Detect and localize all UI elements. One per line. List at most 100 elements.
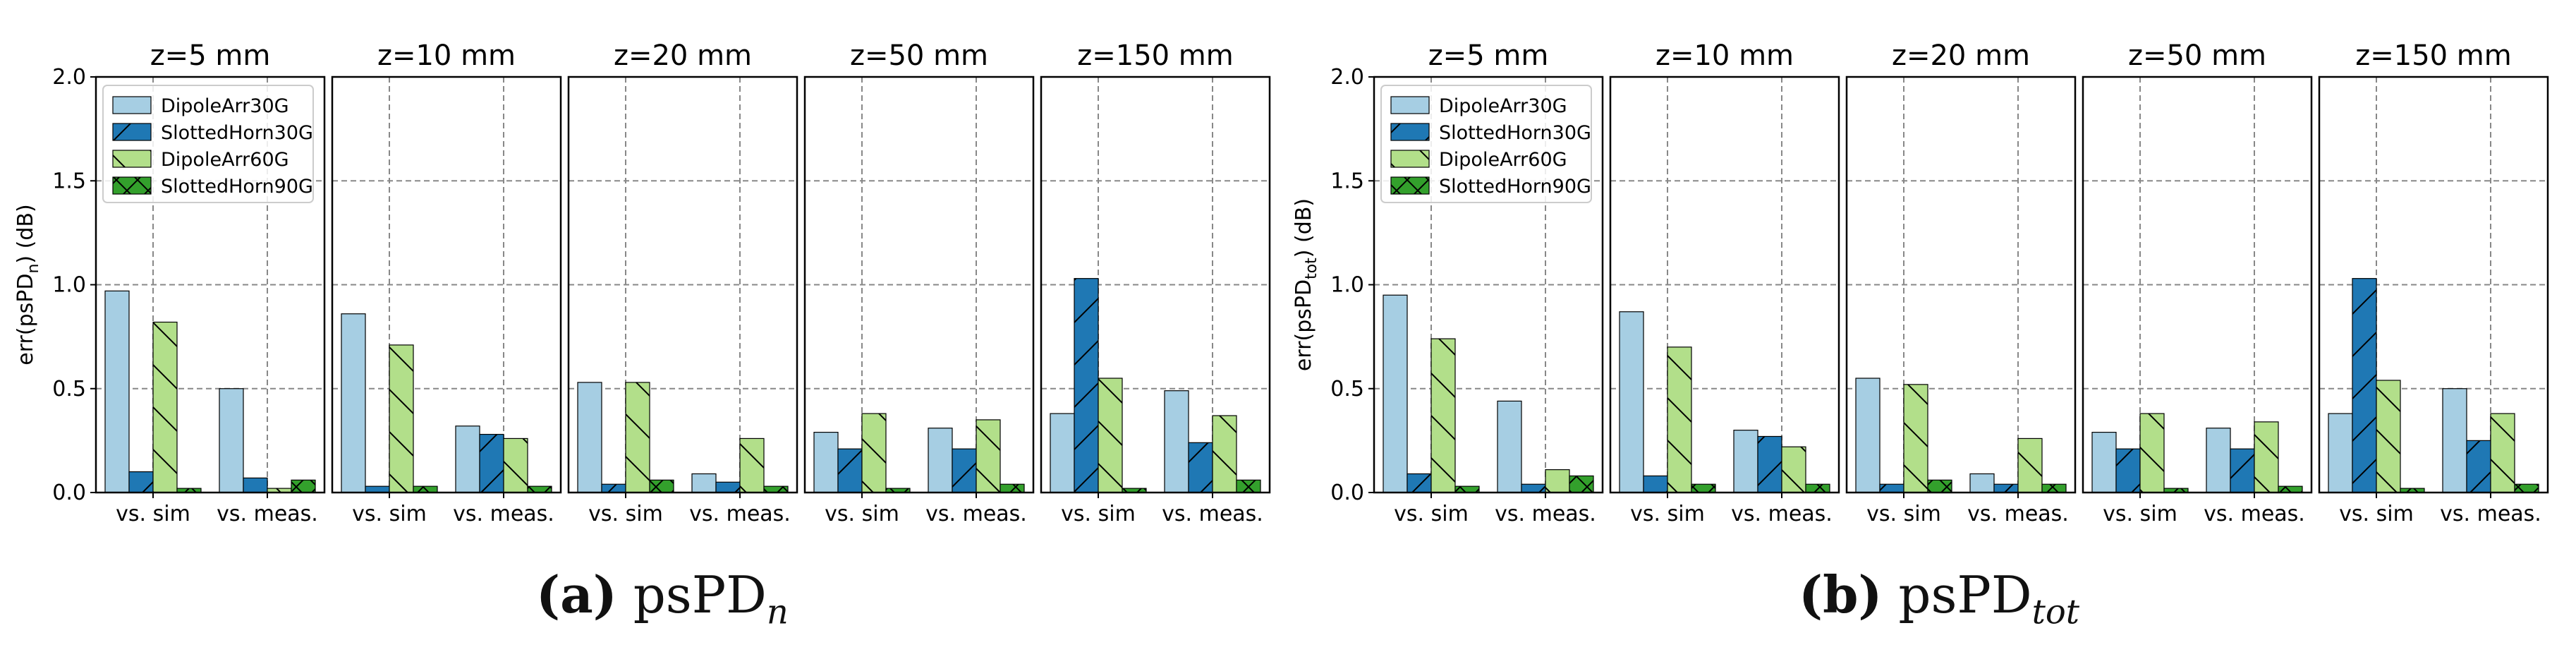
x-tick-label: vs. sim (2103, 502, 2177, 526)
bar-hatch-SlottedHorn90G (291, 480, 315, 493)
panel-4: z=50 mm vs. sim vs. meas. (803, 40, 1035, 526)
legend-label-DipoleArr30G: DipoleArr30G (1439, 95, 1567, 117)
y-tick-label: 0.5 (1330, 377, 1364, 402)
bar-hatch-DipoleArr60G (2254, 421, 2278, 493)
bar-DipoleArr30G-meas (1969, 473, 1995, 493)
caption-a: (a) psPDn (536, 565, 789, 632)
bar-hatch-DipoleArr60G (1545, 469, 1569, 493)
bar-hatch-DipoleArr60G (1098, 378, 1122, 493)
bar-hatch-SlottedHorn90G (177, 488, 201, 493)
bar-hatch-SlottedHorn90G (1806, 484, 1830, 493)
legend-label-DipoleArr30G: DipoleArr30G (161, 95, 289, 117)
panel-3: z=20 mm vs. sim vs. meas. (567, 40, 798, 526)
bar-hatch-SlottedHorn30G (1407, 473, 1431, 493)
bar-DipoleArr30G-meas (2442, 388, 2467, 493)
caption-a-letter: (a) (536, 565, 617, 624)
bar-DipoleArr30G-sim (2328, 413, 2353, 493)
bar-hatch-SlottedHorn90G (1569, 476, 1593, 493)
x-tick-label: vs. meas. (1731, 502, 1833, 526)
x-tick-label: vs. sim (116, 502, 190, 526)
panel-frame (567, 76, 798, 494)
caption-a-text: psPD (633, 565, 767, 624)
x-tick-label: vs. meas. (689, 502, 791, 526)
y-axis-label: err(psPDn) (dB) (13, 204, 42, 365)
bar-DipoleArr30G-sim (577, 382, 602, 493)
caption-b-sub: tot (2031, 592, 2080, 632)
panel-title: z=10 mm (377, 40, 516, 72)
panel-title: z=10 mm (1655, 40, 1794, 72)
bar-hatch-SlottedHorn30G (1074, 278, 1098, 493)
x-tick-label: vs. sim (1630, 502, 1705, 526)
y-tick-label: 1.0 (1330, 273, 1364, 298)
bar-hatch-DipoleArr60G (2376, 380, 2400, 493)
legend-label-DipoleArr60G: DipoleArr60G (161, 149, 289, 171)
bar-hatch-SlottedHorn90G (764, 486, 788, 493)
panel-5: z=150 mm vs. sim vs. meas. (1040, 40, 1271, 526)
legend-hatch-SlottedHorn90G (113, 177, 151, 194)
legend-label-DipoleArr60G: DipoleArr60G (1439, 149, 1567, 171)
legend-hatch-SlottedHorn30G (113, 123, 151, 140)
bar-hatch-DipoleArr60G (153, 322, 177, 493)
bar-hatch-DipoleArr60G (626, 382, 650, 493)
legend-hatch-DipoleArr60G (1391, 150, 1429, 167)
bar-hatch-SlottedHorn90G (528, 486, 552, 493)
bar-hatch-SlottedHorn30G (1758, 436, 1782, 493)
bar-DipoleArr30G-sim (341, 313, 366, 493)
panel-4: z=50 mm vs. sim vs. meas. (2082, 40, 2313, 526)
bar-hatch-SlottedHorn30G (2116, 449, 2140, 493)
bar-hatch-SlottedHorn30G (1521, 484, 1545, 493)
x-tick-label: vs. sim (1061, 502, 1136, 526)
panel-frame (2082, 76, 2313, 494)
bar-DipoleArr30G-meas (691, 473, 717, 493)
panel-5: z=150 mm vs. sim vs. meas. (2318, 40, 2549, 526)
bar-hatch-DipoleArr60G (389, 344, 413, 493)
bar-hatch-SlottedHorn90G (1237, 480, 1260, 493)
panel-title: z=150 mm (2355, 40, 2512, 72)
x-tick-label: vs. sim (2339, 502, 2414, 526)
panel-1: z=5 mm vs. sim vs. meas. 0.0 0.5 1.0 1.5 2.0 Dip… (52, 40, 326, 526)
x-tick-label: vs. sim (825, 502, 899, 526)
caption-a-sub: n (766, 592, 789, 632)
bar-hatch-SlottedHorn90G (1691, 484, 1715, 493)
bar-hatch-SlottedHorn30G (2230, 449, 2254, 493)
bar-hatch-DipoleArr60G (740, 438, 764, 493)
panel-frame (2318, 76, 2549, 494)
y-tick-label: 1.0 (52, 273, 86, 298)
legend-hatch-SlottedHorn90G (1391, 177, 1429, 194)
x-tick-label: vs. meas. (2204, 502, 2305, 526)
bar-hatch-DipoleArr60G (267, 488, 291, 493)
bar-hatch-SlottedHorn30G (2352, 278, 2376, 493)
bar-DipoleArr30G-meas (219, 388, 244, 493)
caption-b-text: psPD (1898, 565, 2032, 624)
bar-hatch-SlottedHorn90G (2164, 488, 2188, 493)
bar-hatch-DipoleArr60G (862, 413, 886, 493)
caption-b: (b) psPDtot (1799, 565, 2079, 632)
bar-hatch-DipoleArr60G (2018, 438, 2042, 493)
legend-label-SlottedHorn30G: SlottedHorn30G (1439, 122, 1591, 144)
y-axis-label: err(psPDtot) (dB) (1292, 198, 1320, 371)
bar-hatch-SlottedHorn30G (1994, 484, 2018, 493)
panel-title: z=150 mm (1077, 40, 1234, 72)
panel-title: z=5 mm (1428, 40, 1549, 72)
panel-frame (1609, 76, 1840, 494)
bar-DipoleArr30G-meas (928, 428, 953, 493)
bar-DipoleArr30G-sim (1050, 413, 1075, 493)
bar-DipoleArr30G-meas (1164, 390, 1189, 493)
bar-hatch-SlottedHorn30G (480, 434, 504, 493)
panel-3: z=20 mm vs. sim vs. meas. (1845, 40, 2077, 526)
bar-hatch-SlottedHorn90G (1122, 488, 1146, 493)
legend-box (102, 85, 314, 203)
bar-DipoleArr30G-sim (813, 431, 839, 493)
caption-b-letter: (b) (1799, 565, 1883, 624)
bar-hatch-DipoleArr60G (976, 419, 1000, 493)
legend-swatch-DipoleArr30G (112, 96, 152, 114)
panel-frame (1845, 76, 2077, 494)
bar-hatch-DipoleArr60G (1782, 447, 1806, 493)
bar-hatch-SlottedHorn30G (129, 471, 153, 493)
bar-hatch-SlottedHorn30G (1189, 442, 1213, 493)
bar-hatch-SlottedHorn30G (838, 449, 862, 493)
x-tick-label: vs. meas. (1967, 502, 2069, 526)
bar-hatch-DipoleArr60G (504, 438, 528, 493)
x-tick-label: vs. meas. (217, 502, 318, 526)
bar-hatch-SlottedHorn90G (413, 486, 437, 493)
